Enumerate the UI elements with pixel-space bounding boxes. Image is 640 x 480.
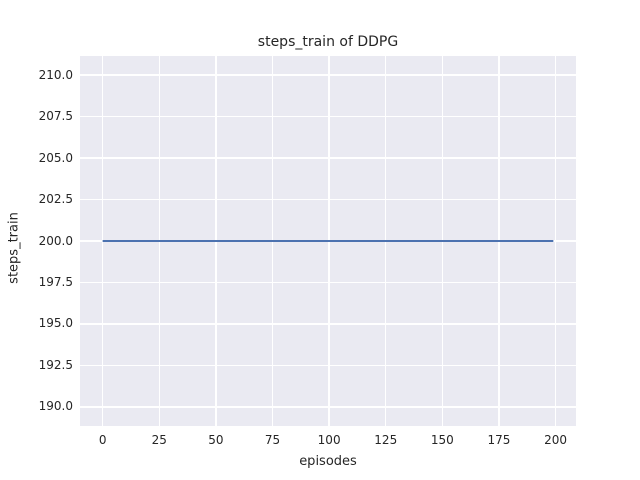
y-gridline: [80, 406, 576, 408]
y-gridline: [80, 281, 576, 284]
x-tick-label: 125: [374, 433, 398, 447]
x-tick-label: 50: [208, 433, 224, 447]
y-gridline: [80, 364, 576, 367]
y-tick-label: 192.5: [38, 357, 73, 372]
x-tick-label: 100: [317, 433, 341, 447]
y-gridline: [80, 157, 576, 159]
chart-title: steps_train of DDPG: [257, 34, 399, 50]
y-gridline: [80, 323, 576, 325]
x-tick-label: 150: [430, 433, 454, 447]
y-tick-label: 195.0: [38, 316, 73, 331]
y-tick-label: 202.5: [38, 192, 73, 207]
x-tick-label: 0: [98, 433, 107, 447]
y-axis-label: steps_train: [6, 212, 22, 284]
plot-area: [80, 56, 576, 426]
plot-canvas: [102, 240, 554, 242]
y-gridline: [80, 115, 576, 118]
x-tick-label: 75: [264, 433, 281, 447]
x-tick-label: 175: [487, 433, 511, 447]
y-tick-label: 210.0: [38, 67, 73, 82]
y-tick-label: 205.0: [38, 150, 73, 165]
y-gridline: [80, 198, 576, 201]
y-tick-label: 190.0: [38, 399, 73, 414]
x-tick-label: 25: [151, 433, 167, 447]
y-tick-label: 207.5: [38, 109, 73, 124]
x-axis-label: episodes: [299, 454, 357, 469]
y-gridline: [80, 74, 576, 76]
x-tick-label: 200: [544, 433, 568, 447]
